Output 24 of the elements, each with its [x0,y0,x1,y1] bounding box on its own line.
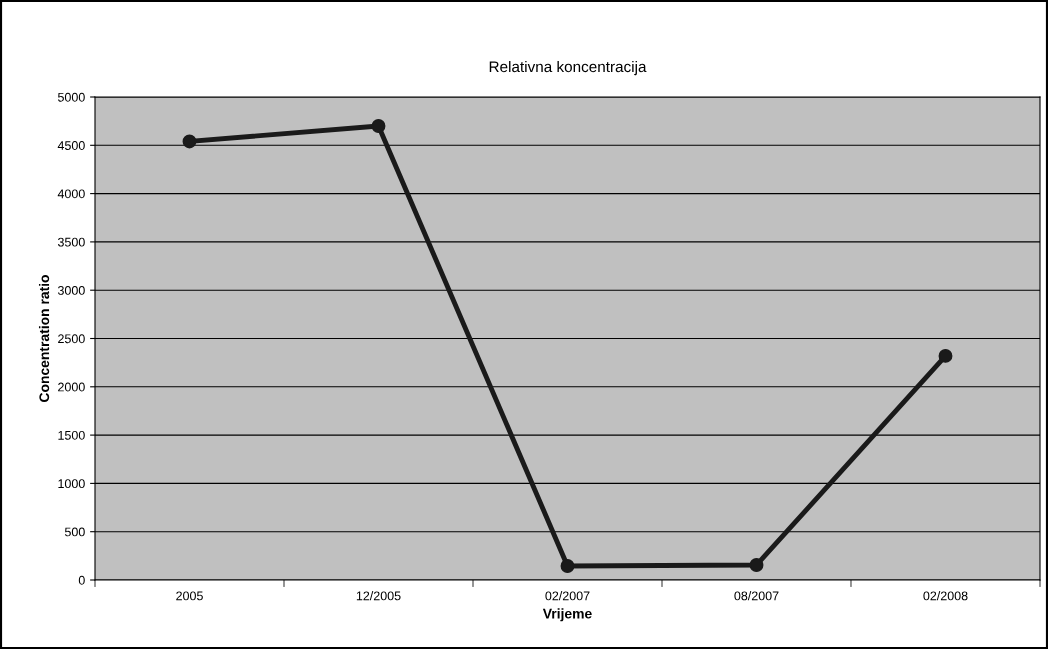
y-tick-label: 0 [78,575,85,585]
y-tick-label: 500 [64,527,85,537]
y-tick-label: 5000 [57,92,85,102]
y-axis-title: Concentration ratio [38,274,50,402]
y-tick-label: 2500 [58,334,85,344]
y-tick-label: 4000 [57,189,85,199]
x-tick-label: 2005 [176,591,203,601]
y-tick-label: 4500 [57,141,85,150]
point [749,558,764,572]
x-tick-label: 12/2005 [356,591,401,601]
point [938,348,953,363]
y-tick-label: 1500 [58,430,85,440]
x-axis-title: Vrijeme [542,608,592,622]
chart-title: Relativna koncentracija [489,60,647,76]
y-tick-label: 1000 [58,479,85,489]
point [182,134,197,149]
point [560,559,575,573]
x-tick-label: 02/2007 [545,591,590,601]
y-tick-label: 3000 [57,286,85,295]
y-tick-label: 3500 [57,237,85,247]
x-tick-label: 08/2007 [734,591,779,601]
x-tick-label: 02/2008 [923,591,968,601]
point [371,119,386,133]
y-tick-label: 2000 [58,382,85,392]
